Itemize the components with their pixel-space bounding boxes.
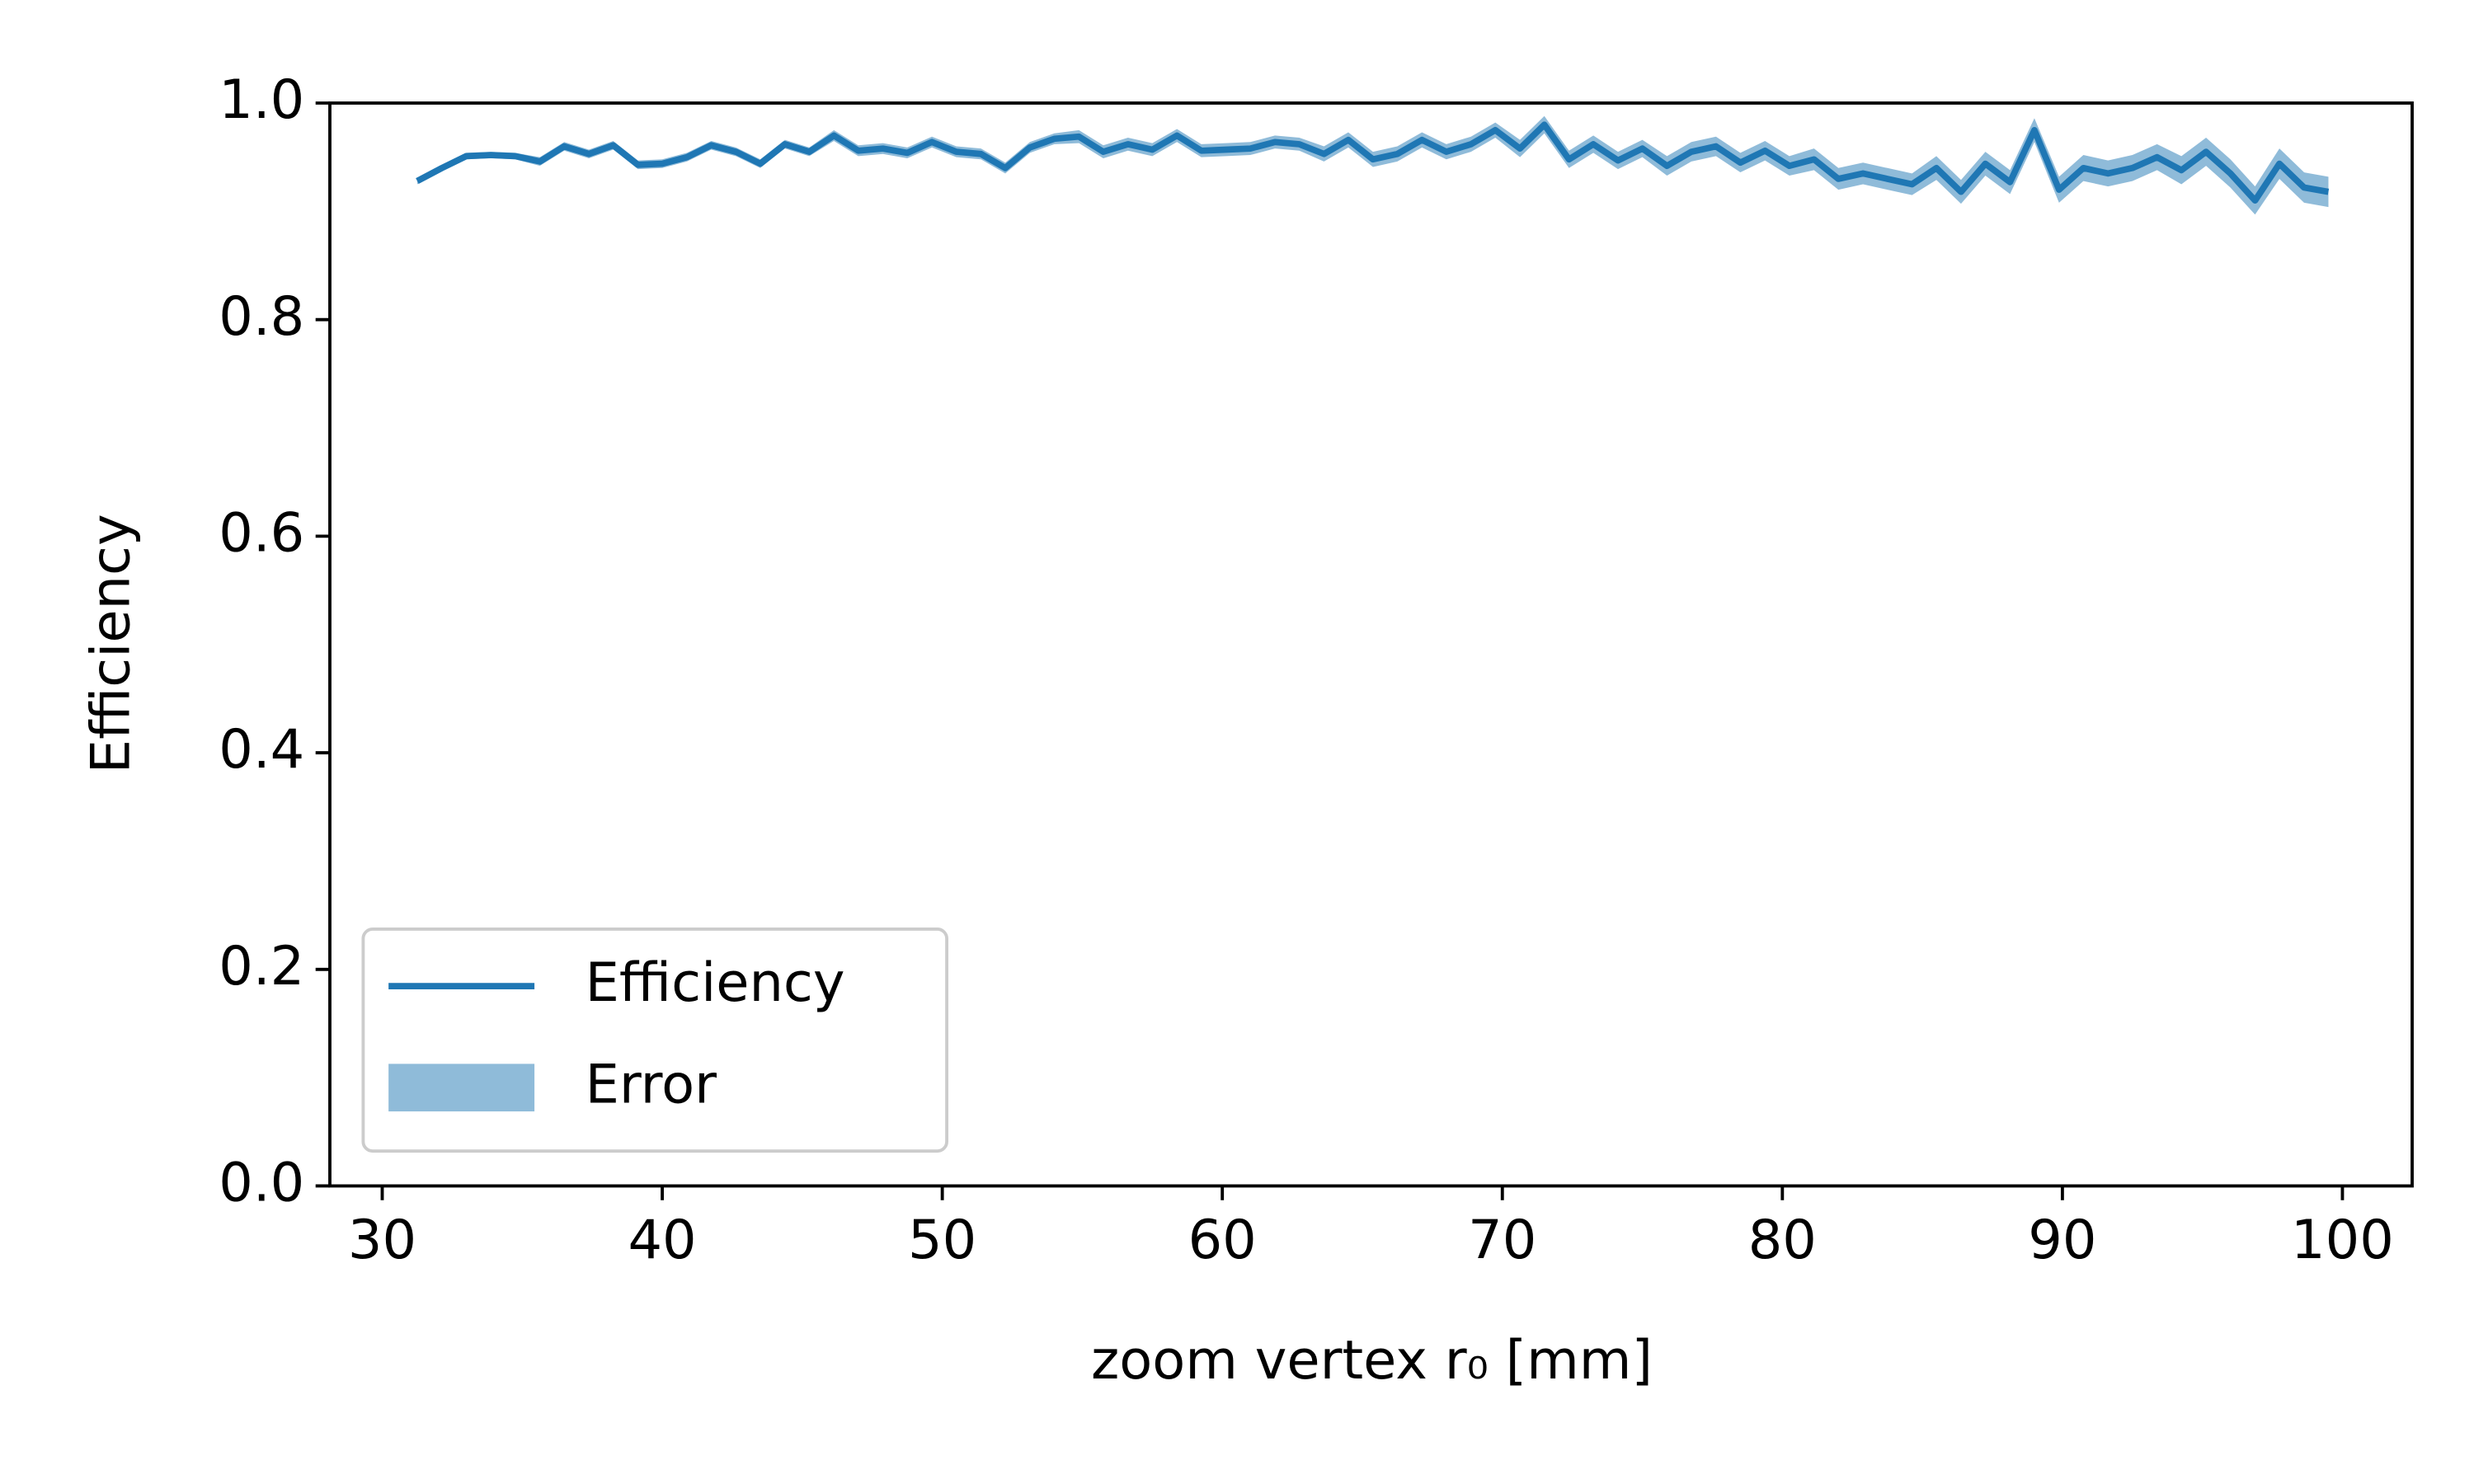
legend-swatch xyxy=(388,1064,535,1112)
x-tick-label: 40 xyxy=(628,1209,696,1271)
x-axis-label: zoom vertex r₀ [mm] xyxy=(1091,1329,1653,1392)
y-tick-label: 1.0 xyxy=(219,68,304,131)
y-tick-label: 0.6 xyxy=(219,501,304,564)
y-tick-label: 0.8 xyxy=(219,285,304,348)
line xyxy=(416,121,2330,204)
legend-label: Error xyxy=(586,1053,717,1115)
x-tick-label: 90 xyxy=(2028,1209,2096,1271)
y-tick-label: 0.0 xyxy=(219,1152,304,1214)
error-band xyxy=(416,115,2329,215)
y-axis-label: Efficiency xyxy=(80,514,143,773)
plot-frame xyxy=(328,101,2414,1188)
x-tick-label: 100 xyxy=(2291,1209,2394,1271)
legend-label: Efficiency xyxy=(586,951,845,1014)
x-tick-label: 50 xyxy=(908,1209,976,1271)
x-tick-label: 70 xyxy=(1468,1209,1536,1271)
x-tick-label: 30 xyxy=(348,1209,416,1271)
y-tick-label: 0.4 xyxy=(219,718,304,781)
x-tick-label: 60 xyxy=(1188,1209,1257,1271)
x-tick-label: 80 xyxy=(1748,1209,1817,1271)
y-tick-label: 0.2 xyxy=(219,935,304,998)
